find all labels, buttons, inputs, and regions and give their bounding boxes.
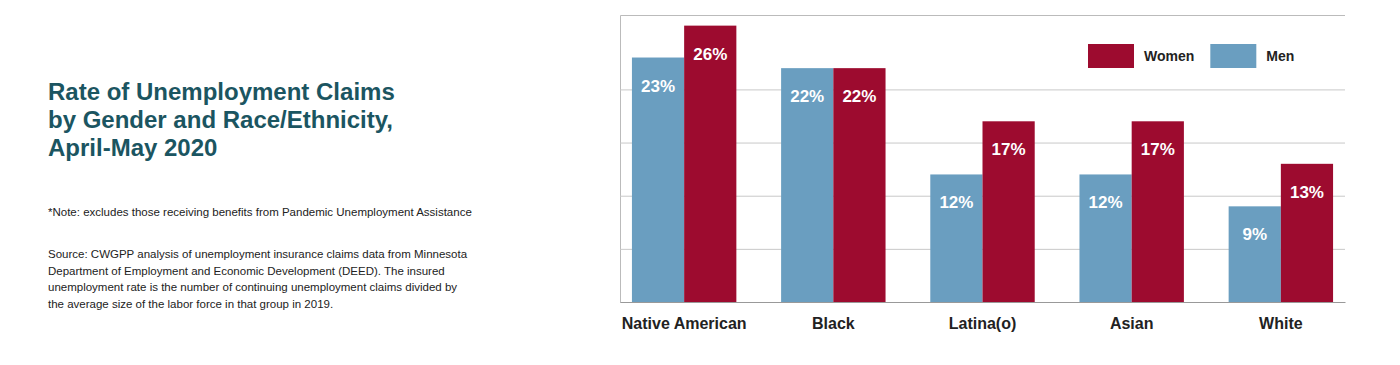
source-line: the average size of the labor force in t… xyxy=(48,298,333,310)
note: *Note: excludes those receiving benefits… xyxy=(48,206,472,218)
source-line: Source: CWGPP analysis of unemployment i… xyxy=(48,248,468,260)
source-line: unemployment rate is the number of conti… xyxy=(48,281,457,293)
data-label: 17% xyxy=(1141,140,1175,159)
data-label: 22% xyxy=(842,87,876,106)
bar xyxy=(781,68,833,302)
legend-label: Women xyxy=(1144,48,1194,64)
source-line: Department of Employment and Economic De… xyxy=(48,265,445,277)
x-tick: Black xyxy=(812,302,855,332)
data-label: 23% xyxy=(641,77,675,96)
grid-line xyxy=(620,302,1345,303)
data-label: 13% xyxy=(1290,183,1324,202)
legend-item: Men xyxy=(1210,44,1294,68)
y-axis xyxy=(620,16,1345,303)
chart-root: Rate of Unemployment Claimsby Gender and… xyxy=(0,0,1400,365)
data-label: 12% xyxy=(939,193,973,212)
title-line: by Gender and Race/Ethnicity, xyxy=(48,106,393,133)
data-label: 26% xyxy=(693,45,727,64)
data-label: 9% xyxy=(1242,225,1267,244)
bar xyxy=(1132,121,1184,302)
legend-item: Women xyxy=(1088,44,1194,68)
legend: Women Men xyxy=(1088,44,1294,68)
x-tick: Asian xyxy=(1110,302,1154,332)
bar xyxy=(930,174,982,302)
data-label: 17% xyxy=(992,140,1026,159)
bar xyxy=(983,121,1035,302)
bar xyxy=(684,26,736,302)
bar xyxy=(833,68,885,302)
x-tick-label: Black xyxy=(812,315,855,332)
bars xyxy=(632,26,1333,302)
bar xyxy=(1229,206,1281,302)
title: Rate of Unemployment Claimsby Gender and… xyxy=(48,78,395,161)
data-label: 12% xyxy=(1089,193,1123,212)
legend-swatch xyxy=(1088,44,1134,68)
x-tick: Native American xyxy=(622,302,747,332)
bar xyxy=(632,58,684,302)
data-labels: 23% 22% 12% 12% 9% 26% 22% 17% 17% 13% xyxy=(641,45,1324,245)
bar xyxy=(1281,164,1333,302)
x-axis-line xyxy=(621,302,1346,303)
data-label: 22% xyxy=(790,87,824,106)
x-axis: Native American Black Latina(o) Asian White xyxy=(621,302,1346,332)
y-axis-line xyxy=(621,16,1346,303)
x-tick-label: White xyxy=(1259,315,1303,332)
title-line: April-May 2020 xyxy=(48,134,217,161)
title-line: Rate of Unemployment Claims xyxy=(48,78,395,105)
x-tick: White xyxy=(1259,302,1303,332)
x-tick-label: Latina(o) xyxy=(949,315,1017,332)
legend-label: Men xyxy=(1266,48,1294,64)
y-tick xyxy=(620,302,1345,303)
legend-swatch xyxy=(1210,44,1256,68)
bar xyxy=(1079,174,1131,302)
source: Source: CWGPP analysis of unemployment i… xyxy=(48,248,468,310)
x-tick-label: Native American xyxy=(622,315,747,332)
title-block: Rate of Unemployment Claimsby Gender and… xyxy=(48,78,472,310)
x-tick: Latina(o) xyxy=(949,302,1017,332)
x-tick-label: Asian xyxy=(1110,315,1154,332)
